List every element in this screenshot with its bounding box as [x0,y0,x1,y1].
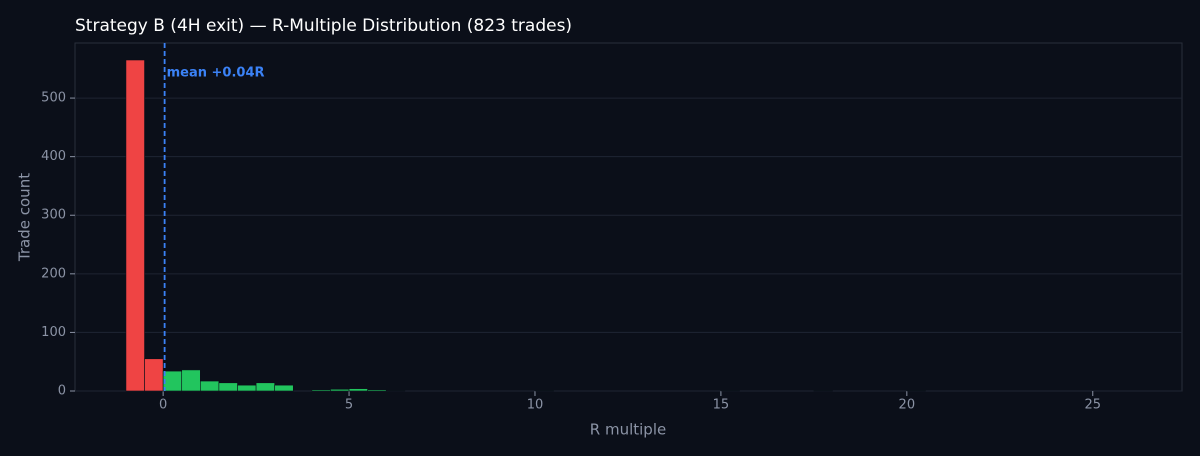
x-tick-label: 5 [345,398,353,413]
bar [813,390,833,392]
y-tick-label: 200 [41,266,66,281]
bar [218,382,238,392]
bar [720,390,740,392]
x-tick-label: 20 [899,398,916,413]
plot-area [74,42,1183,392]
bar [274,384,294,392]
x-tick-label: 0 [159,398,167,413]
x-tick-label: 10 [527,398,544,413]
y-tick-label: 500 [41,91,66,106]
bar [311,389,331,392]
y-tick-label: 0 [58,384,66,399]
y-tick-label: 300 [41,208,66,223]
bar [144,358,164,392]
bar [367,389,387,392]
bar [255,382,275,392]
bar [534,390,554,392]
y-axis-label: Trade count [16,173,34,262]
bar [200,380,220,392]
x-axis-label: R multiple [590,421,666,439]
x-tick-label: 15 [713,398,730,413]
y-tick-label: 100 [41,325,66,340]
y-tick-label: 400 [41,149,66,164]
chart-title: Strategy B (4H exit) — R-Multiple Distri… [75,16,572,36]
bar [181,369,201,392]
bar [162,370,183,392]
x-tick-label: 25 [1084,398,1101,413]
bar [385,390,406,392]
bar [237,384,257,392]
bar [906,390,926,392]
bar [348,388,368,392]
mean-label: mean +0.04R [167,66,265,81]
bar [330,388,350,392]
bar [125,59,145,392]
